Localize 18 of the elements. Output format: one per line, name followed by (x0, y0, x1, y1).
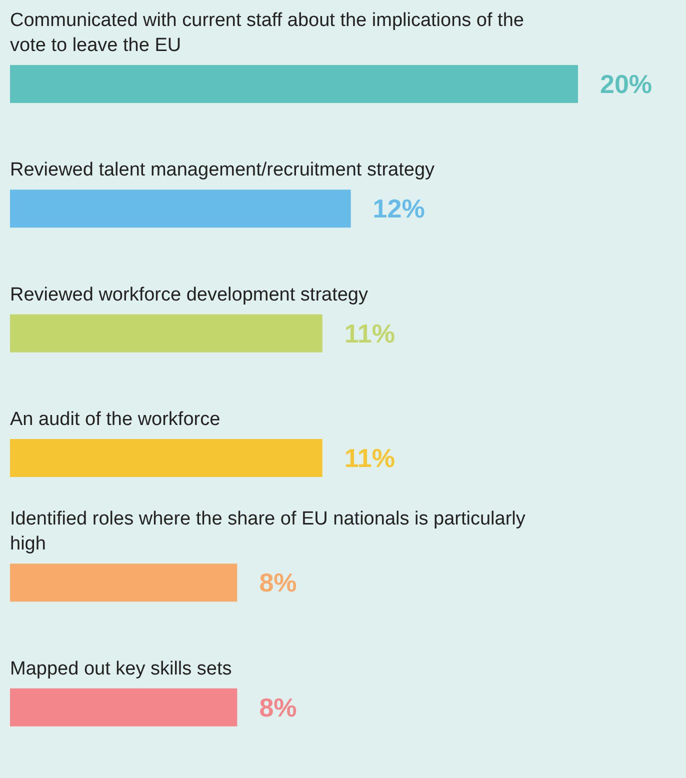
data-label: 8% (259, 692, 297, 722)
data-label: 12% (372, 194, 425, 224)
y-tick-label: Reviewed workforce development strategy (10, 284, 369, 306)
data-label: 11% (344, 318, 396, 348)
bar (10, 65, 578, 103)
y-tick-label: Mapped out key skills sets (10, 658, 232, 680)
data-label: 11% (344, 443, 396, 473)
bar (10, 564, 238, 602)
data-label: 8% (259, 568, 297, 598)
y-tick-label: Reviewed talent management/recruitment strategy (10, 160, 436, 181)
y-tick-label: Identified roles where the share of EU nationals is particularly high (10, 508, 526, 555)
bar (10, 439, 322, 477)
data-label: 20% (600, 69, 652, 99)
y-tick-label: Communicated with current staff about the implications of the vote to leave the EU (10, 10, 524, 56)
bar (10, 314, 322, 352)
y-tick-label: An audit of the workforce (10, 409, 220, 430)
bar (10, 688, 238, 726)
bar (10, 190, 351, 228)
